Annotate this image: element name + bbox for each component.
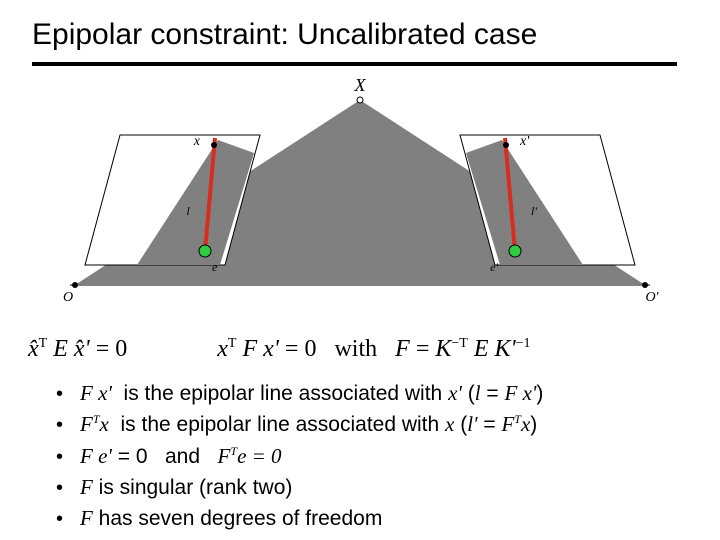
label-Op: O' <box>645 290 659 305</box>
label-lp: l' <box>531 204 537 218</box>
bullet-item: •F e' = 0 and FTe = 0 <box>56 443 676 470</box>
bullet-text: F is singular (rank two) <box>80 474 292 501</box>
eq-xhatp: x̂' <box>74 336 90 362</box>
equation-line: x̂T E x̂' = 0 xT F x' = 0 with F = K−T E… <box>28 336 531 363</box>
label-xp: x' <box>519 134 530 149</box>
eq-Kp: K' <box>495 336 516 362</box>
bullet-marker: • <box>56 382 80 406</box>
eq-E: E <box>53 336 68 362</box>
eq-xhatT: x̂ <box>28 336 39 362</box>
epipolar-diagram: X x x' l l' e e' O O' <box>50 75 670 315</box>
bullet-marker: • <box>56 445 80 469</box>
bullet-text: FTx is the epipolar line associated with… <box>80 411 537 438</box>
image-point-xp <box>503 142 509 148</box>
bullet-item: •F has seven degrees of freedom <box>56 505 676 532</box>
bullet-text: F e' = 0 and FTe = 0 <box>80 443 282 470</box>
label-X: X <box>354 75 367 95</box>
eq-xT: x <box>217 336 228 362</box>
slide-title: Epipolar constraint: Uncalibrated case <box>32 18 537 52</box>
bullet-list: •F x' is the epipolar line associated wi… <box>56 380 676 536</box>
label-O: O <box>63 290 73 305</box>
eq-F: F <box>242 336 257 362</box>
bullet-text: F has seven degrees of freedom <box>80 505 382 532</box>
right-center-point <box>642 282 648 288</box>
eq-eq: = <box>416 336 436 362</box>
bullet-marker: • <box>56 507 80 531</box>
eq-F2: F <box>395 336 410 362</box>
eq-eqzero1: = 0 <box>96 336 128 362</box>
eq-K: K <box>435 336 451 362</box>
label-x: x <box>193 134 201 149</box>
bullet-marker: • <box>56 476 80 500</box>
eq-xp: x' <box>263 336 279 362</box>
bullet-text: F x' is the epipolar line associated wit… <box>80 380 543 407</box>
label-e: e <box>212 260 218 274</box>
bullet-item: •F x' is the epipolar line associated wi… <box>56 380 676 407</box>
left-epipole <box>199 245 211 257</box>
left-center-point <box>72 282 78 288</box>
bullet-item: •F is singular (rank two) <box>56 474 676 501</box>
bullet-item: •FTx is the epipolar line associated wit… <box>56 411 676 438</box>
right-epipole <box>509 245 521 257</box>
eq-with: with <box>322 336 389 362</box>
label-ep: e' <box>490 260 498 274</box>
eq-E2: E <box>474 336 489 362</box>
world-point-X <box>357 97 363 103</box>
image-point-x <box>211 142 217 148</box>
title-underline <box>32 62 677 66</box>
bullet-marker: • <box>56 413 80 437</box>
eq-eqzero2: = 0 <box>285 336 317 362</box>
